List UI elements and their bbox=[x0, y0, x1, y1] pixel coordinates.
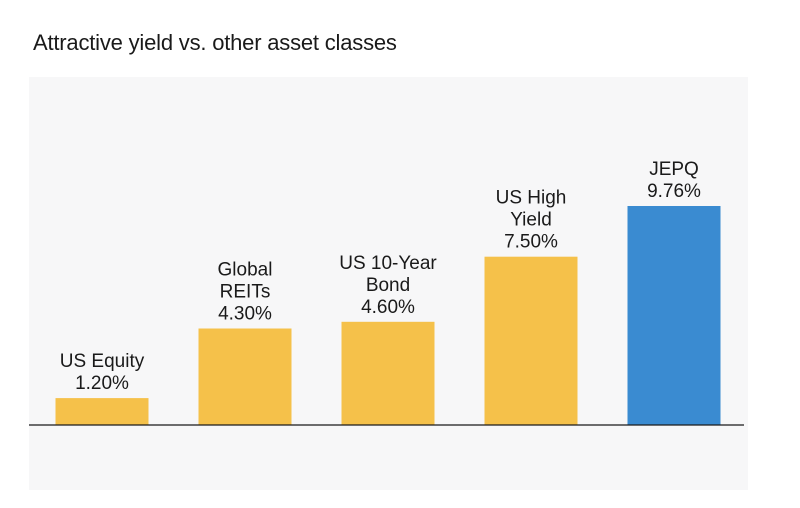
value-label: 4.60% bbox=[361, 297, 415, 318]
bar-us-high-yield bbox=[484, 256, 578, 425]
bar-global-reits bbox=[198, 328, 292, 425]
category-label: US High bbox=[496, 188, 567, 209]
category-label: JEPQ bbox=[649, 159, 699, 180]
category-label: Yield bbox=[510, 210, 552, 231]
chart-title: Attractive yield vs. other asset classes bbox=[33, 30, 397, 55]
value-label: 7.50% bbox=[504, 232, 558, 253]
category-label: Bond bbox=[366, 275, 410, 296]
bar-us-equity bbox=[55, 398, 149, 425]
value-label: 9.76% bbox=[647, 181, 701, 202]
value-label: 4.30% bbox=[218, 304, 272, 325]
bars-layer bbox=[55, 206, 721, 425]
category-label: US 10-Year bbox=[339, 253, 437, 274]
bar-us-10-year-bond bbox=[341, 321, 435, 425]
plot-area: 1.20% US Equity 4.30% Global REITs 4.60% US 10… bbox=[29, 77, 748, 490]
category-label: REITs bbox=[220, 282, 271, 303]
bar-jepq bbox=[627, 206, 721, 425]
category-label: Global bbox=[218, 260, 273, 281]
category-label: US Equity bbox=[60, 351, 145, 372]
value-label: 1.20% bbox=[75, 373, 129, 394]
